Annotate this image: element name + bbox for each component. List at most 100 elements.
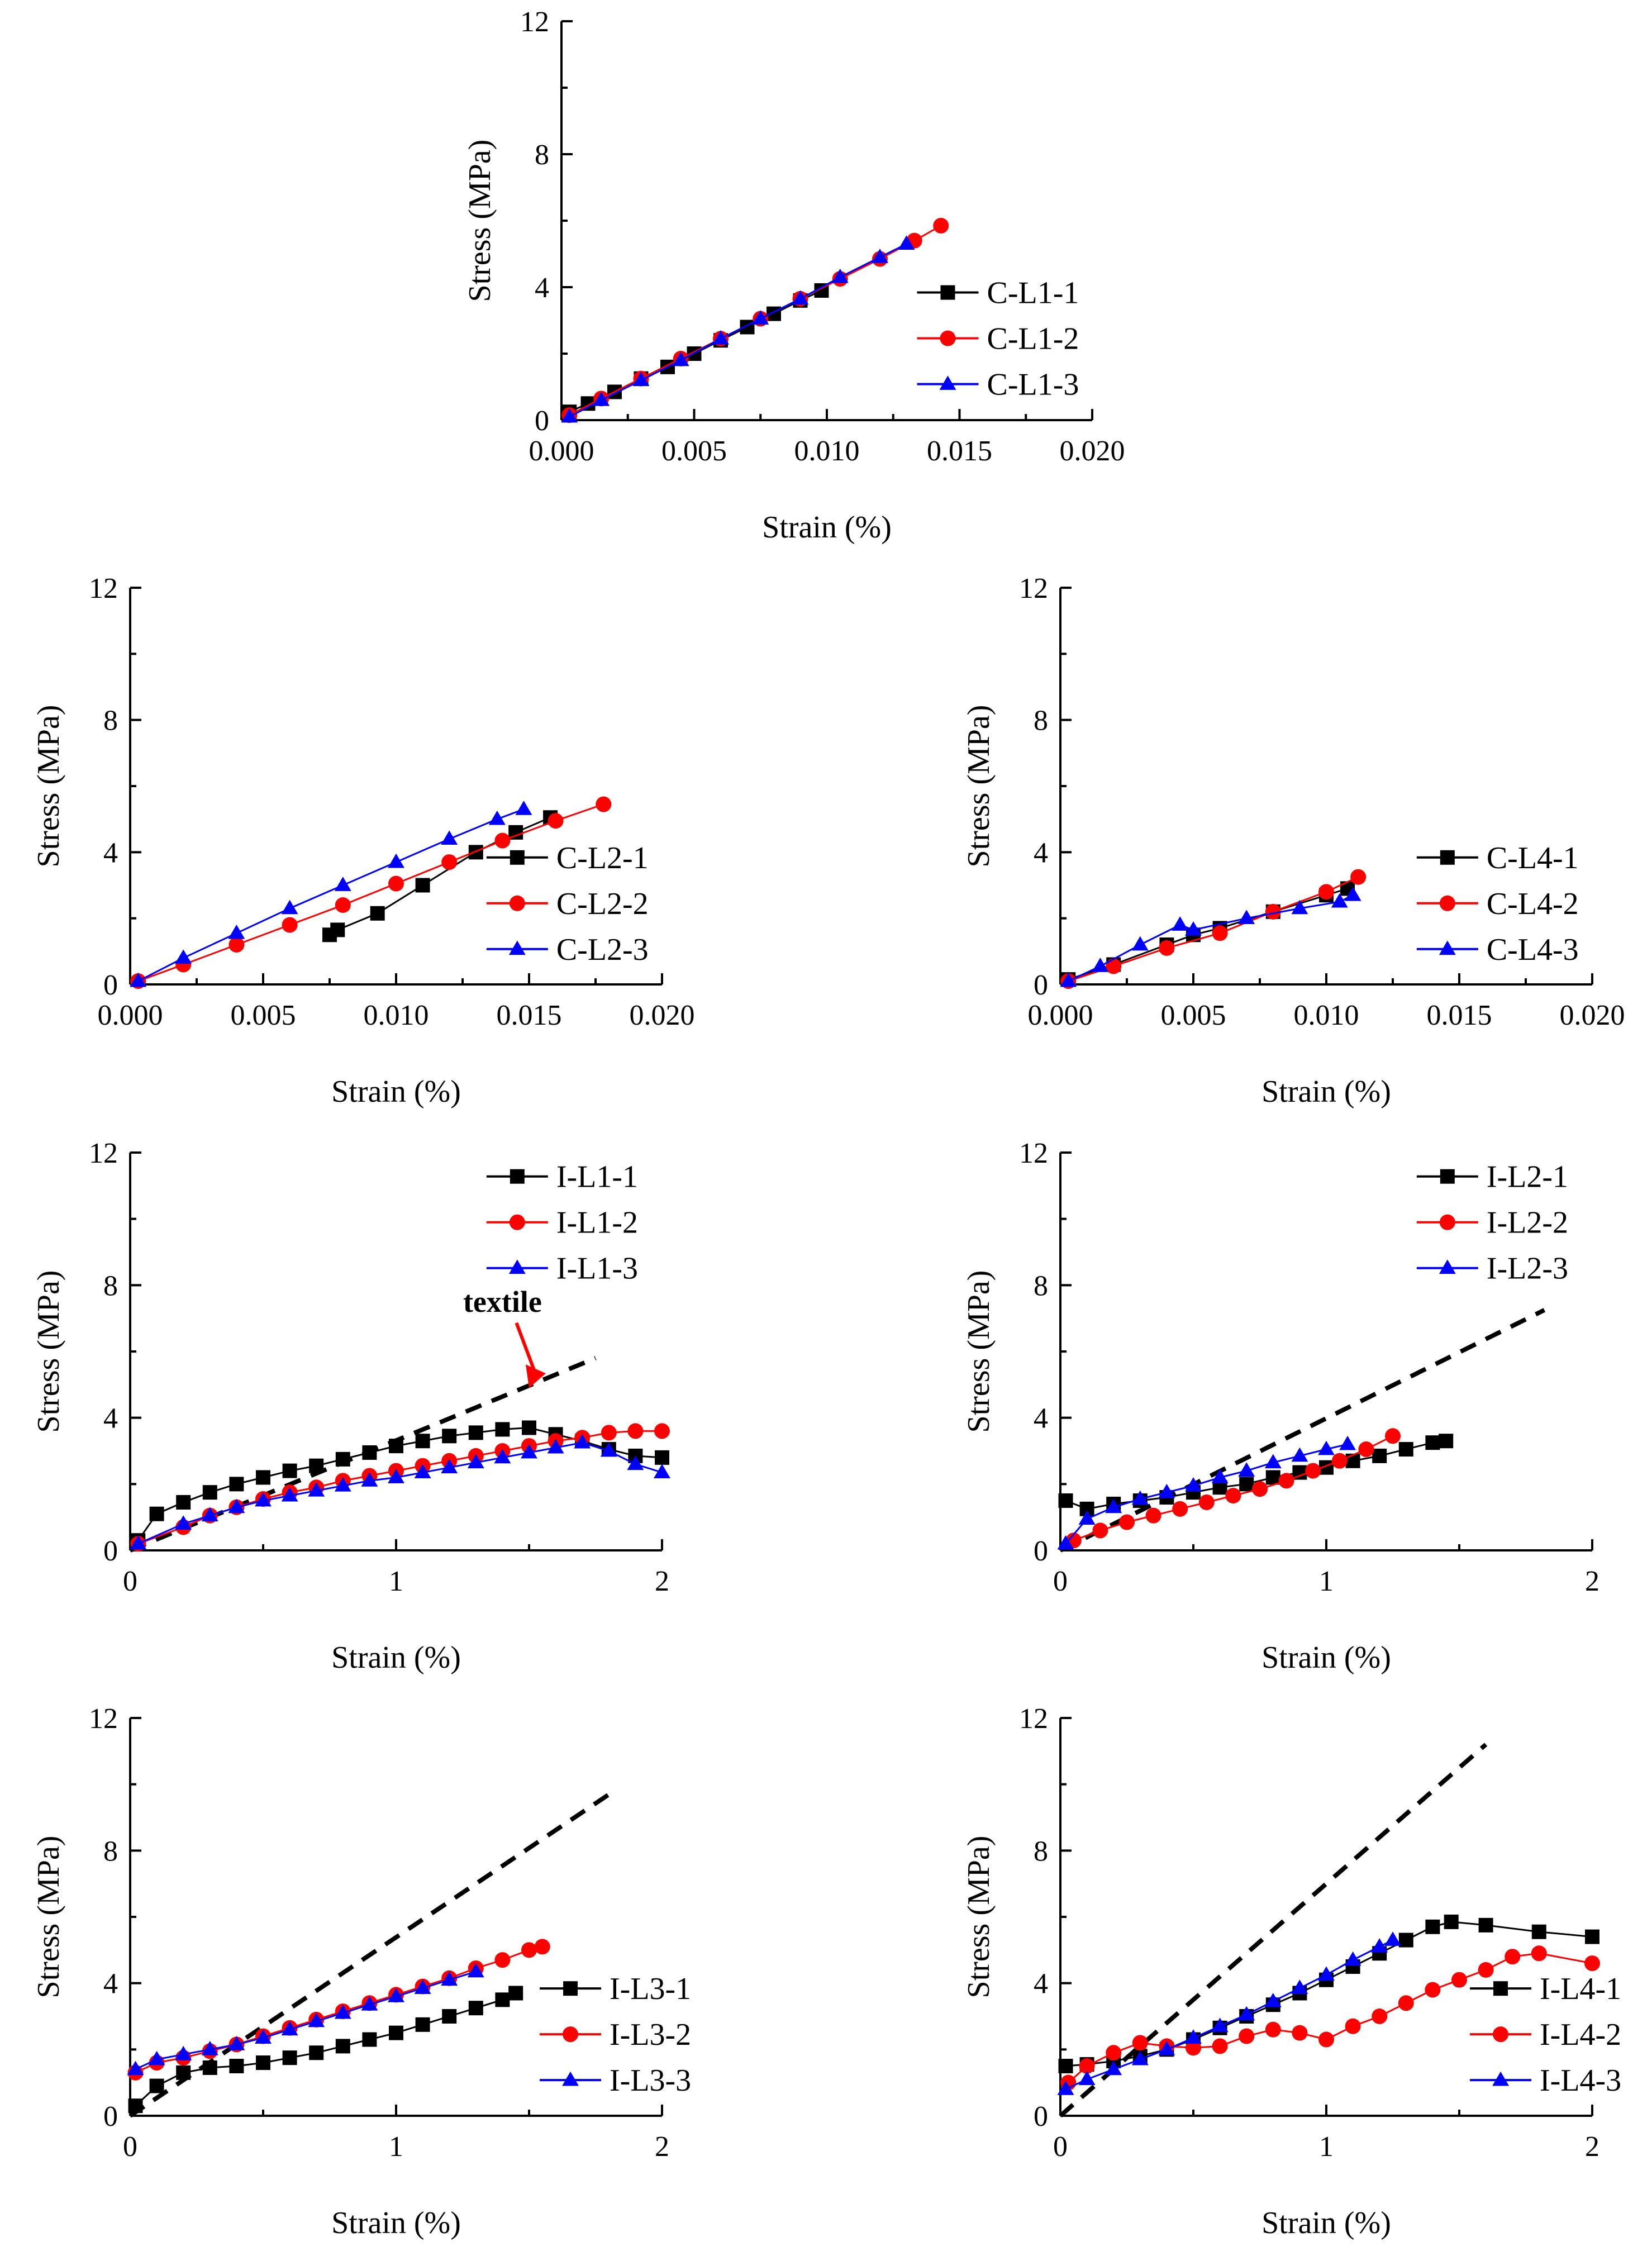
chart-c-l2: 0 4 8 12 0.000 0.005 0.010 0.015 0.020 Strain (%)… [31, 573, 695, 1109]
legend: C-L2-1 C-L2-2 C-L2-3 [486, 841, 649, 967]
data-point [334, 2004, 351, 2019]
x-tick-label: 1 [389, 1565, 403, 1597]
data-point [1331, 893, 1348, 908]
series-i-l3-3 [127, 1963, 484, 2076]
data-point [1092, 1522, 1108, 1539]
x-axis-label: Strain (%) [1261, 2206, 1391, 2240]
y-tick-label: 4 [1034, 1403, 1048, 1435]
y-tick-label: 4 [103, 837, 118, 869]
legend-marker [509, 1214, 525, 1230]
data-point [282, 1463, 297, 1478]
data-point [1372, 2008, 1388, 2024]
data-point [654, 1423, 670, 1439]
data-point [654, 1464, 670, 1478]
y-axis-label: Stress (MPa) [463, 140, 497, 302]
legend-marker [1439, 895, 1455, 911]
data-point [627, 1455, 644, 1470]
data-point [792, 290, 809, 305]
data-point [282, 917, 298, 933]
legend: C-L1-1 C-L1-2 C-L1-3 [917, 276, 1079, 402]
data-point [176, 1495, 191, 1510]
data-point [281, 2021, 298, 2036]
x-tick-label: 0.000 [98, 1000, 163, 1031]
data-point [388, 1469, 404, 1483]
data-point [632, 372, 650, 386]
series-c-l4-3 [1060, 886, 1361, 987]
data-point [1439, 1434, 1454, 1449]
data-point [414, 1979, 431, 1994]
series-i-l2-1 [1058, 1434, 1454, 1516]
y-tick-label: 12 [520, 6, 549, 38]
y-tick-label: 4 [535, 272, 549, 304]
y-tick-label: 12 [1019, 1137, 1048, 1169]
data-point [1318, 884, 1334, 900]
x-tick-label: 0.000 [529, 435, 594, 467]
data-point [1057, 1535, 1074, 1550]
data-point [149, 1506, 164, 1521]
data-point [468, 2001, 483, 2016]
data-point [1185, 921, 1202, 936]
legend-marker [563, 1981, 578, 1996]
legend-label-c-l4-1: C-L4-1 [1487, 841, 1579, 875]
data-point [130, 1535, 147, 1550]
data-point [1158, 2041, 1175, 2055]
data-point [1331, 1453, 1348, 1469]
data-point [1239, 2028, 1255, 2044]
x-tick-label: 1 [1319, 1565, 1334, 1597]
data-point [1158, 1483, 1175, 1498]
data-point [1531, 1945, 1547, 1962]
textile-reference-line [1059, 1743, 1488, 2118]
x-tick-label: 0 [123, 1565, 137, 1597]
data-point [1058, 1493, 1073, 1508]
y-tick-label: 8 [103, 1270, 118, 1302]
data-point [561, 408, 578, 423]
series-i-l1-1 [131, 1420, 669, 1548]
data-point [1585, 1929, 1599, 1944]
y-tick-label: 12 [89, 1137, 118, 1169]
y-tick-label: 8 [1034, 705, 1048, 737]
data-point [1345, 1453, 1360, 1468]
data-point [1212, 925, 1228, 941]
y-tick-label: 0 [103, 1535, 118, 1567]
data-point [389, 1439, 403, 1454]
legend-marker [508, 1259, 526, 1274]
textile-reference-line [1059, 1308, 1546, 1553]
data-point [494, 832, 511, 849]
data-point [1119, 1514, 1135, 1530]
data-point [441, 1459, 458, 1474]
data-point [933, 217, 949, 234]
data-point [441, 854, 458, 870]
x-tick-label: 0.015 [1427, 1000, 1492, 1031]
legend-marker [562, 2071, 579, 2086]
data-point [229, 2059, 244, 2073]
annotation-arrow-shaft [515, 1322, 537, 1376]
data-point [627, 1423, 644, 1439]
legend: C-L4-1 C-L4-2 C-L4-3 [1416, 841, 1579, 967]
y-tick-label: 0 [1034, 2101, 1048, 2133]
data-point [441, 1971, 458, 1986]
y-tick-label: 4 [103, 1968, 118, 2000]
data-point [593, 391, 610, 406]
data-point [601, 1425, 617, 1441]
data-point [1318, 1966, 1335, 1981]
data-point [415, 2017, 430, 2032]
data-point [127, 2060, 144, 2076]
data-point [1318, 2031, 1334, 2048]
data-point [335, 2039, 350, 2054]
data-point [1172, 1501, 1188, 1517]
data-point [128, 2098, 143, 2114]
data-point [1239, 1477, 1254, 1492]
data-point [256, 1470, 270, 1485]
chart-c-l4: 0 4 8 12 0.000 0.005 0.010 0.015 0.020 Strain (%)… [961, 573, 1625, 1109]
y-axis-label: Stress (MPa) [961, 1270, 996, 1433]
data-point [281, 899, 298, 915]
data-point [1292, 2025, 1308, 2041]
x-tick-label: 0.005 [1161, 1000, 1226, 1031]
series-line [137, 803, 604, 982]
x-tick-label: 2 [1585, 1565, 1599, 1597]
data-point [1106, 958, 1122, 974]
legend-label-i-l3-2: I-L3-2 [610, 2017, 691, 2052]
data-point [415, 1434, 430, 1449]
